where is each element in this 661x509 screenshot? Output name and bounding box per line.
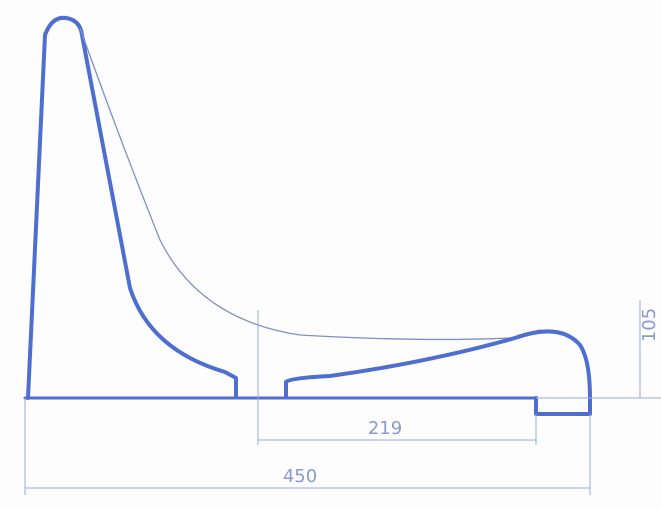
dimension-label: 219 — [368, 418, 402, 439]
dimension-label: 450 — [283, 466, 317, 487]
seat-shell — [284, 329, 592, 416]
chair-profile — [23, 15, 592, 416]
dimensions: 219 450 105 — [24, 300, 661, 495]
dimension-label: 105 — [639, 308, 660, 342]
backrest-front — [79, 27, 541, 341]
backrest-shell — [26, 15, 238, 400]
